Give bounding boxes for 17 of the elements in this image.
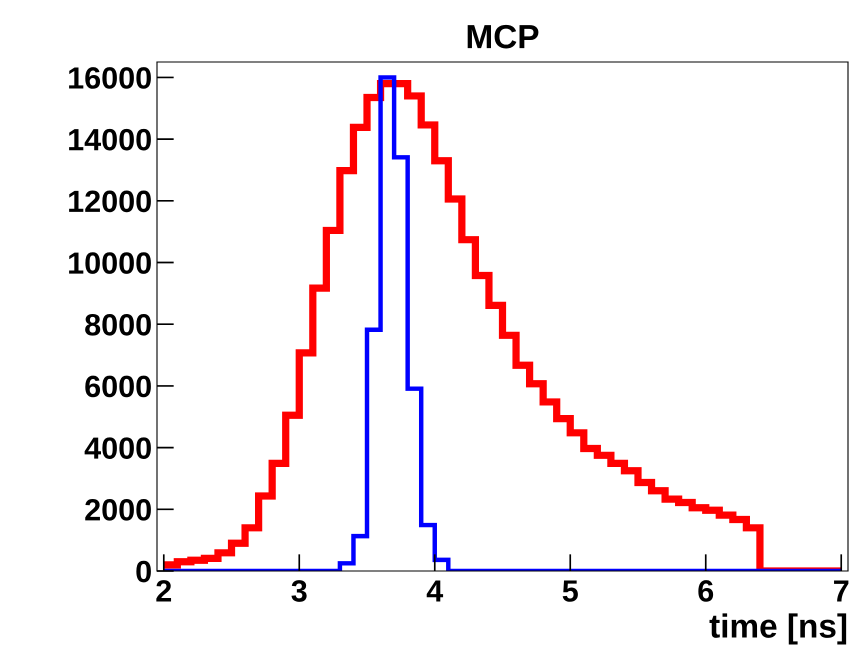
y-tick-label: 16000 — [69, 67, 151, 89]
x-tick-label: 4 — [426, 580, 444, 602]
chart-title: MCP — [468, 24, 538, 48]
x-tick-label: 6 — [698, 580, 714, 602]
x-tick-label: 2 — [156, 580, 172, 602]
y-tick-label: 2000 — [85, 499, 151, 521]
x-tick-label: 3 — [291, 580, 307, 602]
y-tick-label: 0 — [136, 560, 151, 582]
x-tick-label: 7 — [834, 580, 848, 602]
y-tick-label: 4000 — [84, 437, 151, 459]
x-tick-label: 5 — [562, 580, 578, 602]
y-tick-label: 6000 — [85, 376, 151, 398]
y-tick-label: 14000 — [69, 128, 151, 150]
y-tick-label: 10000 — [69, 252, 151, 274]
y-tick-label: 12000 — [69, 190, 151, 212]
x-axis-title: time [ns] — [710, 613, 846, 644]
y-tick-label: 8000 — [85, 314, 151, 336]
